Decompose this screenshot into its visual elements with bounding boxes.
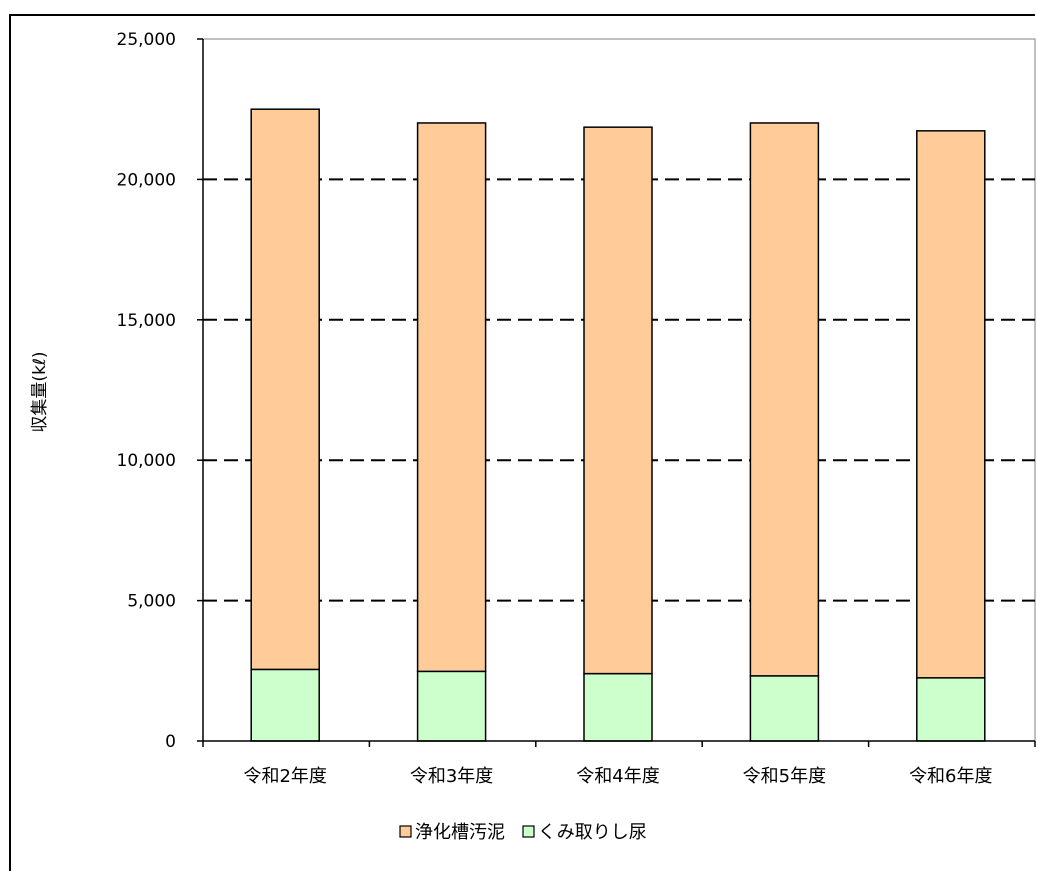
- bar-segment: [583, 126, 653, 675]
- y-tick-label: 25,000: [117, 30, 176, 50]
- bar-segment: [749, 122, 820, 677]
- y-tick-label: 15,000: [117, 311, 176, 331]
- bar-segment: [250, 668, 320, 742]
- legend-label: くみ取りし尿: [538, 822, 647, 843]
- bars: [250, 108, 986, 742]
- x-tick-label: 令和4年度: [576, 766, 659, 787]
- legend: 浄化槽汚泥 くみ取りし尿: [399, 822, 647, 843]
- legend-swatch: [522, 825, 535, 838]
- y-tick-labels: 0 5,000 10,000 15,000 20,000 25,000: [117, 30, 176, 752]
- bar-segment: [416, 122, 487, 673]
- legend-swatch: [399, 825, 412, 838]
- bar-segment: [749, 675, 820, 742]
- bar-segment: [583, 672, 653, 742]
- x-tick-label: 令和3年度: [410, 766, 493, 787]
- x-tick-label: 令和2年度: [243, 766, 326, 787]
- bar-segment: [416, 670, 487, 742]
- y-tick-label: 20,000: [117, 170, 176, 190]
- y-tick-label: 5,000: [127, 592, 176, 612]
- bar-segment: [916, 130, 986, 679]
- y-tick-label: 0: [165, 732, 176, 752]
- x-tick-labels: 令和2年度 令和3年度 令和4年度 令和5年度 令和6年度: [243, 766, 992, 787]
- x-tick-label: 令和5年度: [743, 766, 826, 787]
- gridlines: [203, 178, 1035, 602]
- legend-label: 浄化槽汚泥: [415, 822, 505, 843]
- axes: [197, 38, 1036, 747]
- x-tick-label: 令和6年度: [909, 766, 992, 787]
- bar-segment: [916, 677, 986, 742]
- chart-frame: [9, 14, 1035, 871]
- bar-segment: [250, 108, 320, 671]
- y-axis-title: 収集量(kℓ): [30, 351, 50, 432]
- y-tick-label: 10,000: [117, 451, 176, 471]
